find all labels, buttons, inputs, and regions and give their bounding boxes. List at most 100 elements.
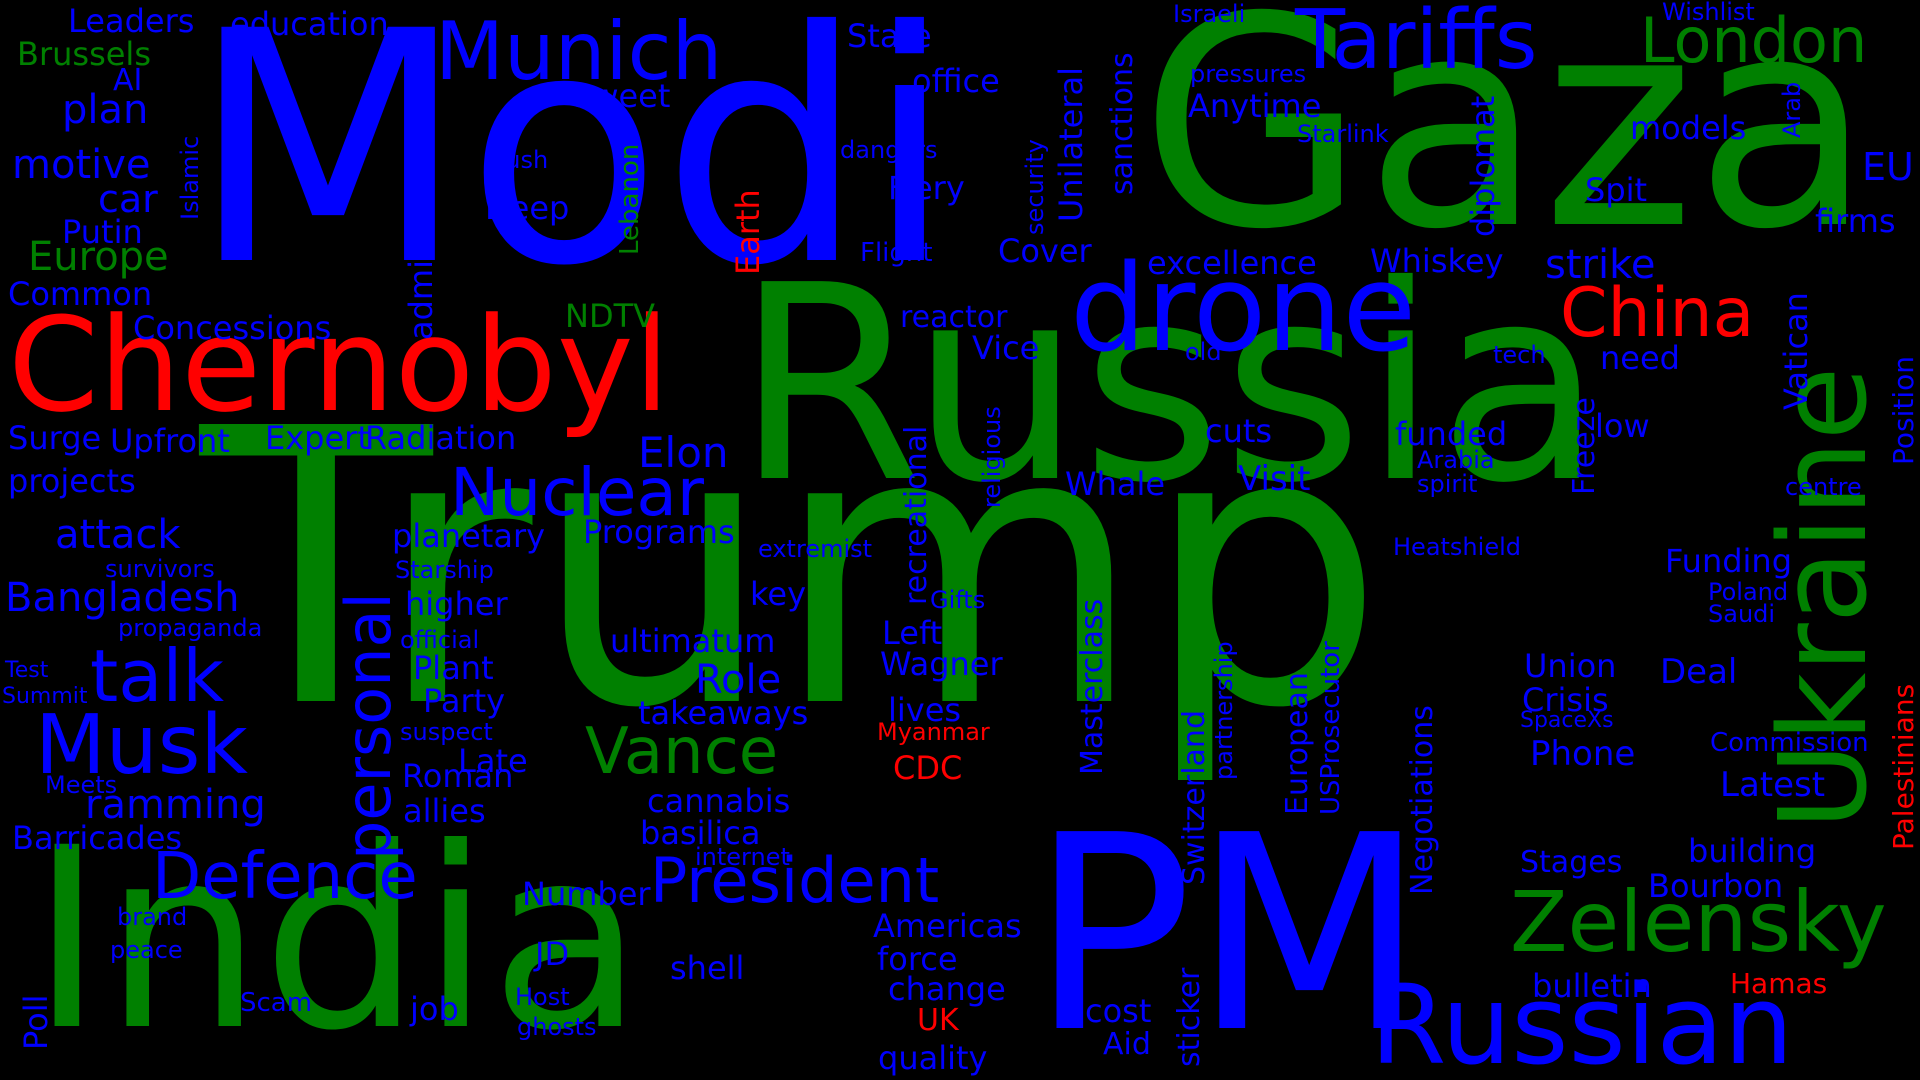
word: Scam <box>240 988 313 1018</box>
word: Cover <box>998 232 1092 270</box>
word: Stages <box>1520 845 1623 880</box>
word: cuts <box>1205 412 1273 450</box>
word: Switzerland <box>1177 710 1212 885</box>
word: Putin <box>62 213 143 251</box>
word: Role <box>695 657 782 703</box>
word: Upfront <box>110 422 230 460</box>
word: Crisis <box>1522 681 1609 719</box>
word: Whiskey <box>1370 242 1504 280</box>
word: Summit <box>2 684 88 709</box>
word: Myanmar <box>877 718 990 746</box>
word: suspect <box>400 718 493 746</box>
word: Left <box>882 614 943 652</box>
word: Position <box>1887 355 1920 465</box>
word: Phone <box>1530 734 1636 774</box>
word: EU <box>1862 145 1914 189</box>
word: sanctions <box>1105 52 1140 195</box>
word: basilica <box>640 814 761 852</box>
word: Party <box>423 682 506 720</box>
word: Europe <box>28 234 169 280</box>
word: attack <box>55 512 181 558</box>
word: survivors <box>105 555 215 583</box>
word: USProsecutor <box>1316 641 1346 815</box>
word: Roman <box>402 757 514 795</box>
word: lives <box>888 691 962 729</box>
word: Heatshield <box>1393 533 1521 561</box>
word: Wishlist <box>1662 0 1755 26</box>
word: official <box>400 626 480 654</box>
word: Arabia <box>1417 446 1495 474</box>
word: Late <box>458 742 528 780</box>
word: Musk <box>35 698 248 793</box>
word: force <box>877 940 958 978</box>
word: Saudi <box>1708 600 1776 628</box>
word: Palestinians <box>1887 683 1920 850</box>
word: Leaders <box>68 2 195 40</box>
word: Munich <box>435 5 723 98</box>
word: Bangladesh <box>5 575 240 621</box>
word: propaganda <box>118 614 263 642</box>
word: Wagner <box>880 645 1003 683</box>
word: personal <box>332 592 405 860</box>
word: AI <box>113 63 143 98</box>
word: Radiation <box>365 419 517 457</box>
word: plan <box>62 87 149 133</box>
word: models <box>1630 109 1747 147</box>
word: Hamas <box>1730 967 1828 1000</box>
word: Union <box>1524 647 1617 685</box>
word: cannabis <box>647 782 791 820</box>
word: Starlink <box>1297 120 1389 148</box>
word: Arab <box>1778 81 1806 138</box>
word: education <box>230 5 389 43</box>
word: Number <box>522 875 651 913</box>
word: Gifts <box>930 586 986 614</box>
word: Deep <box>485 189 570 227</box>
word: Russia <box>735 227 1604 542</box>
word: Nuclear <box>450 454 705 531</box>
word: Barricades <box>12 819 183 857</box>
word: Starship <box>395 556 494 584</box>
word: motive <box>12 142 151 188</box>
word: Earth <box>729 189 767 275</box>
word: NDTV <box>565 297 656 335</box>
word: brand <box>117 903 188 931</box>
word: internet <box>695 843 790 871</box>
word: PM <box>1030 777 1426 1080</box>
word: sticker <box>1172 967 1207 1067</box>
word: Freeze <box>1567 397 1602 495</box>
word: Negotiations <box>1405 705 1440 895</box>
word: Surge <box>8 419 102 457</box>
word: change <box>888 970 1006 1008</box>
word: Deal <box>1660 652 1738 692</box>
word: Americas <box>873 907 1022 945</box>
word: excellence <box>1147 244 1317 282</box>
word: talk <box>90 634 225 718</box>
word: job <box>410 990 459 1028</box>
word: Russian <box>1370 961 1794 1080</box>
word: Poll <box>17 994 55 1050</box>
word: office <box>912 62 1000 100</box>
word: ultimatum <box>610 622 776 660</box>
word: Masterclass <box>1075 598 1110 775</box>
word: higher <box>405 585 508 623</box>
word: funded <box>1395 415 1508 453</box>
word: low <box>1595 407 1650 445</box>
word: shell <box>670 949 745 987</box>
word: Fiery <box>888 169 965 207</box>
word: peace <box>110 936 183 964</box>
word: tech <box>1493 341 1546 369</box>
word: Elon <box>638 428 729 477</box>
word: dangers <box>840 136 938 164</box>
word: ramming <box>85 782 266 828</box>
word: London <box>1640 4 1868 77</box>
word: allies <box>403 792 486 830</box>
word: JD <box>535 935 570 973</box>
word: Unilateral <box>1052 67 1090 222</box>
word: State <box>847 17 932 55</box>
word: Tariffs <box>1295 0 1538 88</box>
word: European <box>1280 672 1315 815</box>
word: UK <box>917 1003 959 1038</box>
word: quality <box>878 1039 988 1077</box>
word: Chernobyl <box>8 289 670 441</box>
word: religious <box>978 406 1006 508</box>
